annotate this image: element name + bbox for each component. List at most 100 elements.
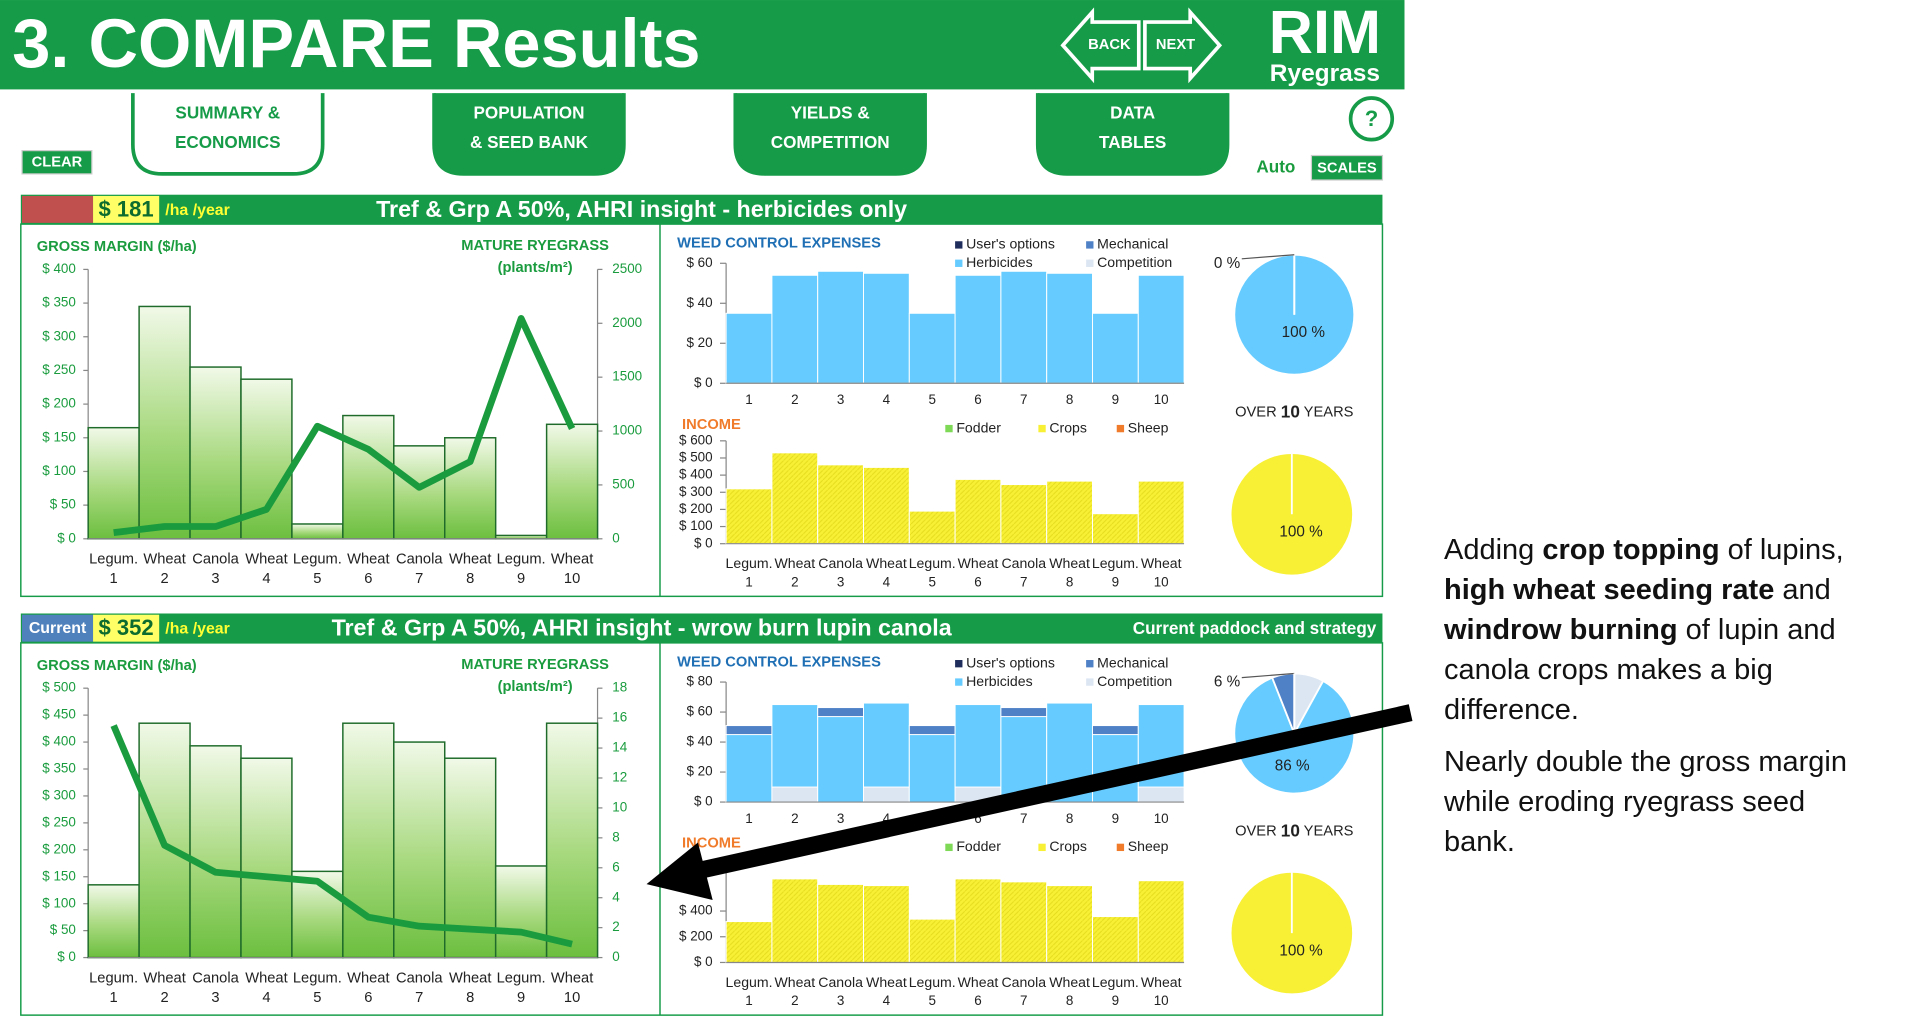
bar-segment bbox=[1000, 707, 1048, 718]
tab-label[interactable]: SUMMARY & bbox=[175, 102, 280, 122]
x-tick-label: Legum. bbox=[726, 974, 773, 990]
x-tick-label: Wheat bbox=[347, 551, 389, 567]
help-button[interactable]: ? bbox=[1348, 96, 1395, 142]
y-tick-label: $ 400 bbox=[42, 734, 76, 749]
x-tick-label: 6 bbox=[974, 993, 981, 1008]
next-label[interactable]: NEXT bbox=[1156, 37, 1195, 53]
tab[interactable]: DATA TABLES bbox=[1035, 93, 1230, 176]
scales-button[interactable]: SCALES bbox=[1310, 154, 1384, 181]
x-tick-label: 3 bbox=[837, 993, 844, 1008]
bar-segment bbox=[771, 274, 819, 384]
panel-title: Tref & Grp A 50%, AHRI insight - wrow bu… bbox=[332, 615, 953, 641]
clear-button[interactable]: CLEAR bbox=[21, 150, 93, 175]
annotation-arrow bbox=[646, 704, 1413, 901]
tab-shape[interactable] bbox=[1035, 93, 1230, 176]
tab-label[interactable]: POPULATION bbox=[473, 102, 584, 122]
x-tick-label: 9 bbox=[1112, 392, 1119, 407]
legend-label: User's options bbox=[966, 236, 1055, 252]
tab[interactable]: SUMMARY & ECONOMICS bbox=[131, 93, 325, 176]
pie-value-label: 86 % bbox=[1275, 757, 1310, 774]
scales-label[interactable]: SCALES bbox=[1317, 160, 1377, 176]
x-tick-label: 10 bbox=[1154, 993, 1169, 1008]
panel-subtitle: Current paddock and strategy bbox=[1133, 618, 1377, 638]
y-tick-label: $ 0 bbox=[694, 954, 713, 969]
annotation-note: Adding crop topping of lupins, high whea… bbox=[1444, 530, 1854, 874]
y-tick-label: $ 200 bbox=[42, 396, 76, 411]
x-tick-label: Wheat bbox=[347, 970, 389, 986]
chart-title: GROSS MARGIN ($/ha) bbox=[37, 658, 197, 674]
x-tick-label: 7 bbox=[1020, 811, 1027, 826]
help-label[interactable]: ? bbox=[1365, 106, 1378, 131]
bar-segment bbox=[771, 878, 819, 963]
bar-segment bbox=[954, 274, 1002, 384]
clear-label[interactable]: CLEAR bbox=[32, 155, 83, 171]
legend-label: Competition bbox=[1097, 673, 1172, 689]
x-tick-label: 5 bbox=[313, 571, 321, 587]
x-tick-label: Wheat bbox=[551, 970, 593, 986]
note-text: of lupins, bbox=[1719, 534, 1844, 566]
back-button[interactable]: BACK bbox=[1060, 7, 1141, 84]
x-tick-label: Wheat bbox=[449, 551, 491, 567]
tab[interactable]: POPULATION & SEED BANK bbox=[432, 93, 626, 176]
x-tick-label: Legum. bbox=[89, 551, 138, 567]
legend-swatch bbox=[955, 259, 963, 267]
y-tick-label: $ 0 bbox=[57, 949, 76, 964]
tab[interactable]: YIELDS & COMPETITION bbox=[733, 93, 927, 176]
x-tick-label: Legum. bbox=[497, 970, 546, 986]
bar-segment bbox=[1046, 885, 1093, 963]
note-text: windrow burning bbox=[1444, 614, 1678, 646]
x-tick-label: Canola bbox=[1001, 974, 1046, 990]
tab-label[interactable]: DATA bbox=[1110, 102, 1155, 122]
tab-label[interactable]: COMPETITION bbox=[771, 132, 890, 152]
ryegrass-line bbox=[113, 315, 576, 536]
gross-margin-chart: GROSS MARGIN ($/ha) MATURE RYEGRASS (plant… bbox=[37, 238, 642, 587]
legend-label: Herbicides bbox=[966, 673, 1033, 689]
y-tick-label: $ 150 bbox=[42, 868, 76, 883]
x-tick-label: Canola bbox=[818, 555, 863, 571]
bar-segment bbox=[1000, 881, 1048, 963]
tab-shape[interactable] bbox=[131, 93, 325, 176]
income-chart: INCOME $ 0 $ 100 $ 200 $ 300 $ 400 $ 500 $ 600 L… bbox=[679, 417, 1185, 589]
note-paragraph: Nearly double the gross margin while ero… bbox=[1444, 742, 1854, 862]
x-tick-label: 4 bbox=[262, 571, 270, 587]
page-title: 3. COMPARE Results bbox=[12, 5, 700, 82]
tab-label[interactable]: ECONOMICS bbox=[175, 132, 281, 152]
x-tick-label: 8 bbox=[1066, 811, 1073, 826]
y-tick-label: $ 20 bbox=[686, 335, 712, 350]
y2-tick-label: 1000 bbox=[612, 423, 642, 438]
x-tick-label: Wheat bbox=[958, 974, 999, 990]
tab-shape[interactable] bbox=[432, 93, 626, 176]
bar-segment bbox=[1092, 312, 1139, 384]
legend-swatch bbox=[955, 660, 963, 668]
margin-unit: /ha /year bbox=[165, 621, 230, 638]
x-tick-label: Wheat bbox=[866, 555, 907, 571]
next-button[interactable]: NEXT bbox=[1143, 7, 1223, 84]
tab-shape[interactable] bbox=[733, 93, 927, 176]
margin-box bbox=[93, 195, 160, 223]
x-tick-label: Wheat bbox=[1141, 555, 1182, 571]
y2-title: (plants/m²) bbox=[498, 260, 573, 276]
x-tick-label: Wheat bbox=[245, 970, 287, 986]
tab-label[interactable]: TABLES bbox=[1099, 132, 1166, 152]
tab-label[interactable]: & SEED BANK bbox=[470, 132, 589, 152]
legend-swatch bbox=[1086, 241, 1094, 249]
bar-segment bbox=[954, 478, 1002, 545]
legend-swatch bbox=[955, 678, 963, 686]
x-tick-label: Wheat bbox=[1049, 555, 1090, 571]
y-tick-label: $ 450 bbox=[42, 707, 76, 722]
x-tick-label: 7 bbox=[1020, 392, 1027, 407]
ryegrass-line bbox=[110, 724, 573, 948]
legend-label: Sheep bbox=[1128, 838, 1169, 854]
tab-label[interactable]: YIELDS & bbox=[791, 102, 870, 122]
x-tick-label: 6 bbox=[974, 811, 981, 826]
bar-segment bbox=[908, 510, 956, 545]
over-years-part: OVER bbox=[1235, 823, 1281, 839]
y2-tick-label: 4 bbox=[612, 889, 620, 904]
back-label[interactable]: BACK bbox=[1088, 37, 1131, 53]
bar bbox=[494, 865, 548, 959]
panel-title: Tref & Grp A 50%, AHRI insight - herbici… bbox=[376, 196, 907, 222]
legend-swatch bbox=[945, 424, 953, 433]
x-tick-label: 7 bbox=[1020, 574, 1027, 589]
y2-tick-label: 16 bbox=[612, 710, 627, 725]
